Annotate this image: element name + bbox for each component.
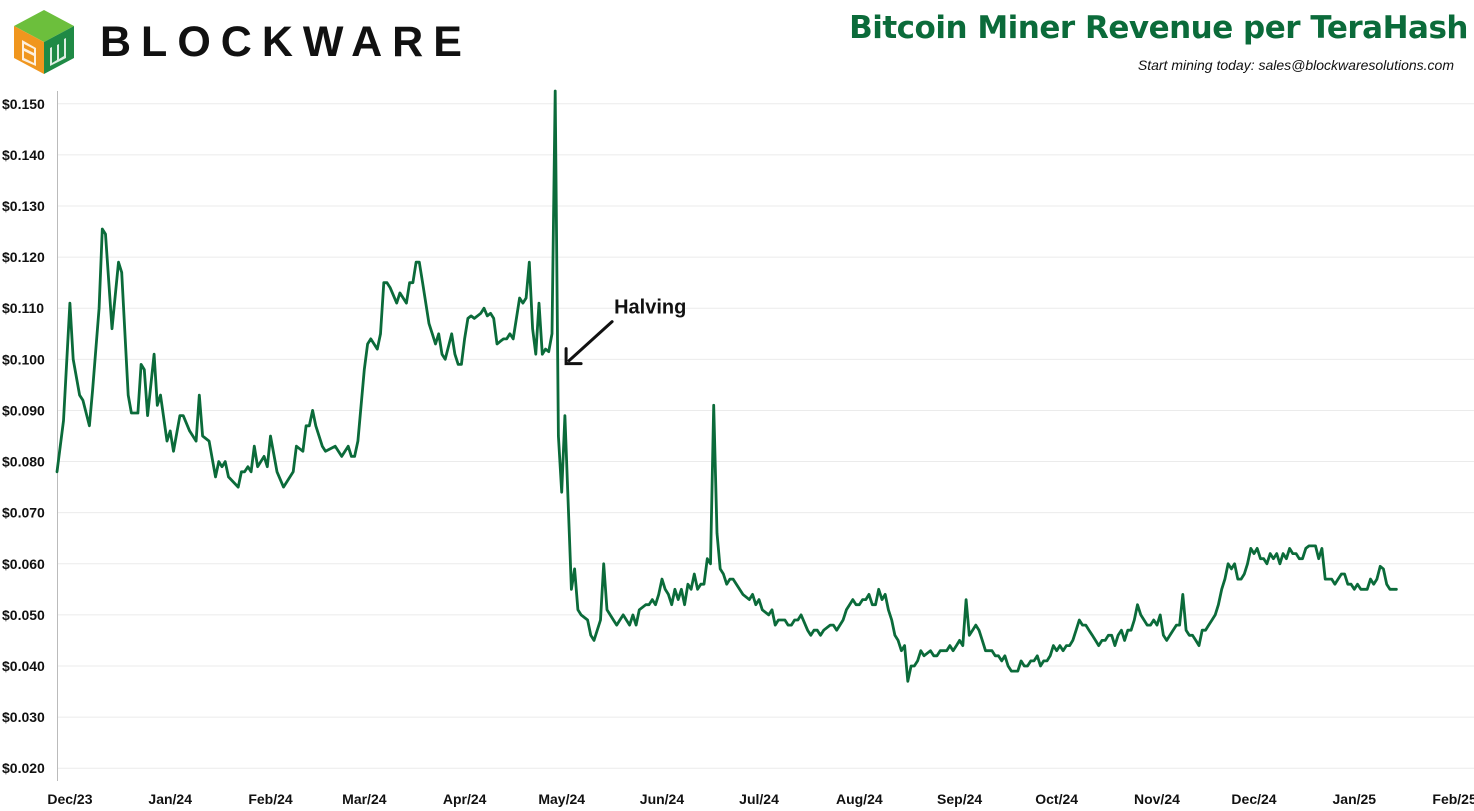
logo-letter-b bbox=[22, 40, 36, 66]
y-tick-label: $0.040 bbox=[2, 658, 45, 674]
y-tick-label: $0.090 bbox=[2, 402, 45, 418]
x-tick-label: Jan/24 bbox=[148, 791, 192, 807]
y-tick-label: $0.020 bbox=[2, 760, 45, 776]
y-tick-label: $0.120 bbox=[2, 249, 45, 265]
x-tick-label: Dec/23 bbox=[47, 791, 92, 807]
chart-header: BLOCKWARE Bitcoin Miner Revenue per Tera… bbox=[0, 0, 1474, 88]
series-layer bbox=[55, 89, 1398, 683]
x-tick-label: May/24 bbox=[538, 791, 585, 807]
x-tick-label: Jul/24 bbox=[739, 791, 779, 807]
y-tick-label: $0.140 bbox=[2, 147, 45, 163]
x-tick-label: Feb/25 bbox=[1432, 791, 1474, 807]
x-tick-label: Jan/25 bbox=[1333, 791, 1377, 807]
x-tick-label: Apr/24 bbox=[443, 791, 487, 807]
y-tick-label: $0.110 bbox=[2, 300, 44, 316]
grid-lines bbox=[57, 103, 1474, 769]
x-axis-tick-labels: Dec/23 Jan/24 Feb/24 Mar/24 Apr/24 May/24 Jun/… bbox=[47, 791, 1474, 807]
y-tick-label: $0.080 bbox=[2, 454, 45, 470]
logo-left-face bbox=[14, 26, 44, 74]
y-tick-label: $0.070 bbox=[2, 505, 45, 521]
halving-annotation: Halving bbox=[564, 297, 686, 366]
y-axis-tick-labels: $0.020 $0.030 $0.040 $0.050 $0.060 $0.070 $0.0… bbox=[2, 96, 45, 776]
chart-title: Bitcoin Miner Revenue per TeraHash bbox=[849, 10, 1468, 46]
y-tick-label: $0.060 bbox=[2, 556, 45, 572]
y-tick-label: $0.150 bbox=[2, 96, 45, 112]
x-tick-label: Jun/24 bbox=[640, 791, 685, 807]
series-line bbox=[55, 89, 1398, 683]
logo-letter-w bbox=[50, 38, 66, 66]
y-tick-label: $0.130 bbox=[2, 198, 45, 214]
x-tick-label: Mar/24 bbox=[342, 791, 387, 807]
blockware-cube-logo bbox=[14, 10, 74, 74]
arrow-down-left-icon bbox=[564, 320, 614, 366]
x-tick-label: Dec/24 bbox=[1231, 791, 1276, 807]
x-tick-label: Nov/24 bbox=[1134, 791, 1180, 807]
x-tick-label: Sep/24 bbox=[937, 791, 982, 807]
y-tick-label: $0.050 bbox=[2, 607, 45, 623]
y-tick-label: $0.030 bbox=[2, 709, 45, 725]
x-tick-label: Aug/24 bbox=[836, 791, 883, 807]
brand-wordmark: BLOCKWARE bbox=[100, 18, 472, 66]
x-tick-label: Feb/24 bbox=[248, 791, 293, 807]
chart-subtitle: Start mining today: sales@blockwaresolut… bbox=[1137, 57, 1454, 73]
y-tick-label: $0.100 bbox=[2, 351, 45, 367]
x-tick-label: Oct/24 bbox=[1035, 791, 1078, 807]
annotation-label: Halving bbox=[614, 297, 686, 319]
